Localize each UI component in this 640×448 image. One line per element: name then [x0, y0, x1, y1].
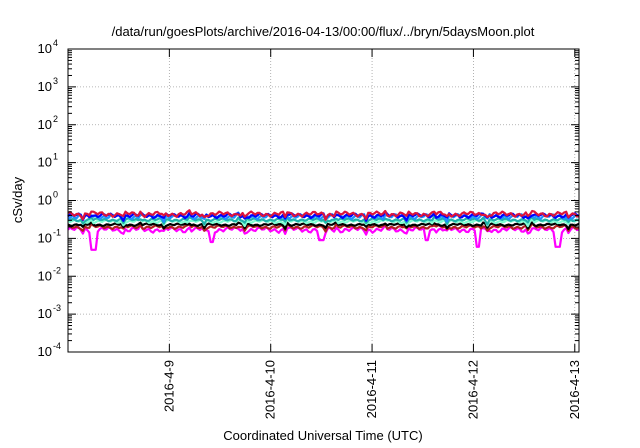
x-tick-label: 2016-4-12 — [465, 360, 480, 419]
y-axis-label: cSv/day — [10, 176, 25, 223]
chart-title: /data/run/goesPlots/archive/2016-04-13/0… — [112, 24, 535, 39]
y-tick-label: 10 — [38, 230, 52, 245]
y-tick-exponent: 4 — [53, 38, 58, 48]
x-tick-label: 2016-4-11 — [364, 360, 379, 418]
y-tick-label: 10 — [38, 268, 52, 283]
y-tick-exponent: -3 — [53, 303, 61, 313]
y-tick-label: 10 — [38, 117, 52, 132]
y-tick-exponent: 3 — [53, 76, 58, 86]
y-tick-label: 10 — [38, 306, 52, 321]
y-tick-exponent: -4 — [53, 341, 61, 351]
y-tick-exponent: -2 — [53, 265, 61, 275]
y-tick-label: 10 — [38, 155, 52, 170]
x-tick-label: 2016-4-13 — [567, 360, 582, 419]
series-line — [67, 224, 580, 251]
grid — [68, 49, 579, 352]
x-axis-label: Coordinated Universal Time (UTC) — [223, 428, 422, 443]
series-line — [67, 220, 580, 231]
series-group — [67, 209, 580, 251]
series-line — [67, 222, 580, 233]
y-tick-exponent: 0 — [53, 190, 58, 200]
series-line — [67, 209, 580, 221]
y-tick-exponent: -1 — [53, 227, 61, 237]
x-tick-label: 2016-4-10 — [263, 360, 278, 419]
y-tick-label: 10 — [38, 193, 52, 208]
y-tick-exponent: 2 — [53, 114, 58, 124]
y-tick-label: 10 — [38, 79, 52, 94]
x-tick-label: 2016-4-9 — [161, 360, 176, 412]
y-tick-label: 10 — [38, 41, 52, 56]
y-tick-exponent: 1 — [53, 152, 58, 162]
y-tick-label: 10 — [38, 344, 52, 359]
